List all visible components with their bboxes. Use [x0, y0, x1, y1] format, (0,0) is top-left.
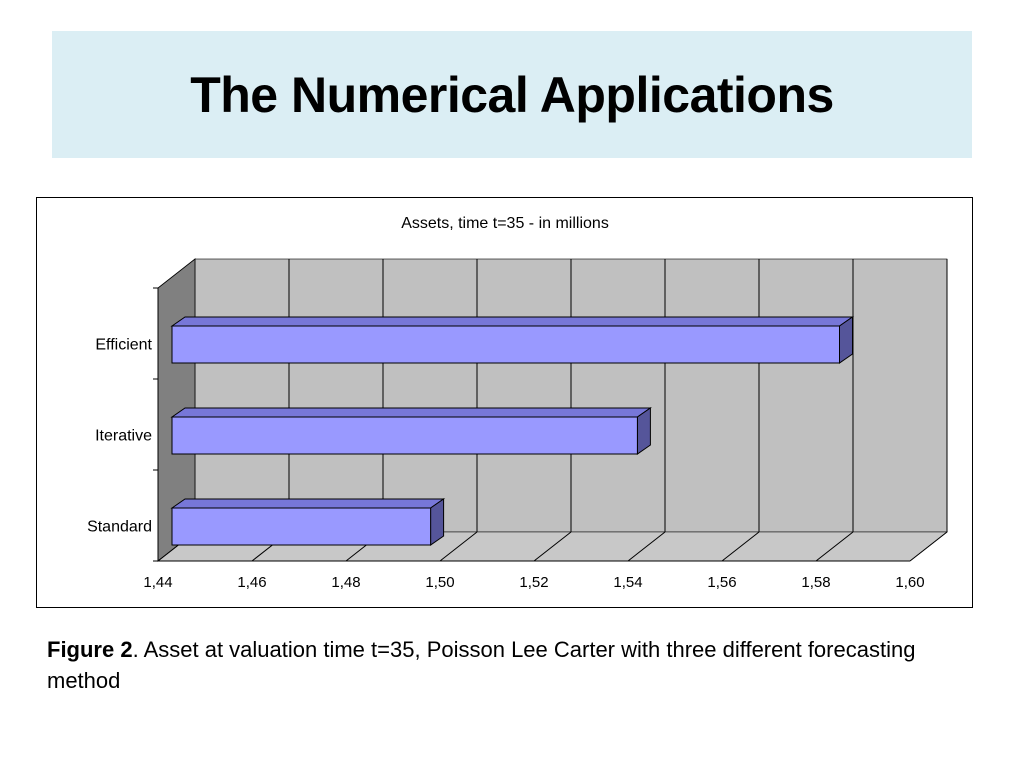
bar-top-face	[170, 498, 446, 509]
chart-title: Assets, time t=35 - in millions	[401, 215, 609, 232]
x-tick-label: 1,44	[143, 574, 172, 591]
bar-top-face	[170, 407, 653, 418]
x-tick-label: 1,56	[707, 574, 736, 591]
slide-title: The Numerical Applications	[190, 66, 834, 123]
caption-label: Figure 2	[47, 637, 133, 662]
x-tick-label: 1,52	[519, 574, 548, 591]
bar-chart: Assets, time t=35 - in millions 1,44 1,46…	[87, 215, 948, 591]
floor-gridline	[721, 531, 760, 562]
floor-gridline	[439, 531, 478, 562]
x-tick-label: 1,50	[425, 574, 454, 591]
floor-gridline	[909, 531, 948, 562]
floor-gridline	[815, 531, 854, 562]
y-category-label: Efficient	[95, 337, 152, 354]
plot-area: 1,44 1,46 1,48 1,50 1,52 1,54 1,56 1,58 1,60 Stan…	[87, 258, 948, 591]
caption-text: . Asset at valuation time t=35, Poisson …	[47, 637, 916, 693]
x-tick-label: 1,48	[331, 574, 360, 591]
bar	[171, 325, 840, 364]
x-tick-label: 1,60	[895, 574, 924, 591]
bar	[171, 507, 432, 546]
chart-frame: Assets, time t=35 - in millions 1,44 1,46…	[36, 197, 973, 608]
y-category-label: Iterative	[95, 428, 152, 445]
title-band: The Numerical Applications	[52, 31, 972, 158]
bar-top-face	[170, 316, 855, 327]
x-tick-label: 1,54	[613, 574, 642, 591]
bar	[171, 416, 638, 455]
figure-caption: Figure 2. Asset at valuation time t=35, …	[47, 634, 977, 696]
floor-gridline	[533, 531, 572, 562]
x-tick-label: 1,46	[237, 574, 266, 591]
floor-gridline	[627, 531, 666, 562]
y-category-label: Standard	[87, 519, 152, 536]
x-tick-label: 1,58	[801, 574, 830, 591]
